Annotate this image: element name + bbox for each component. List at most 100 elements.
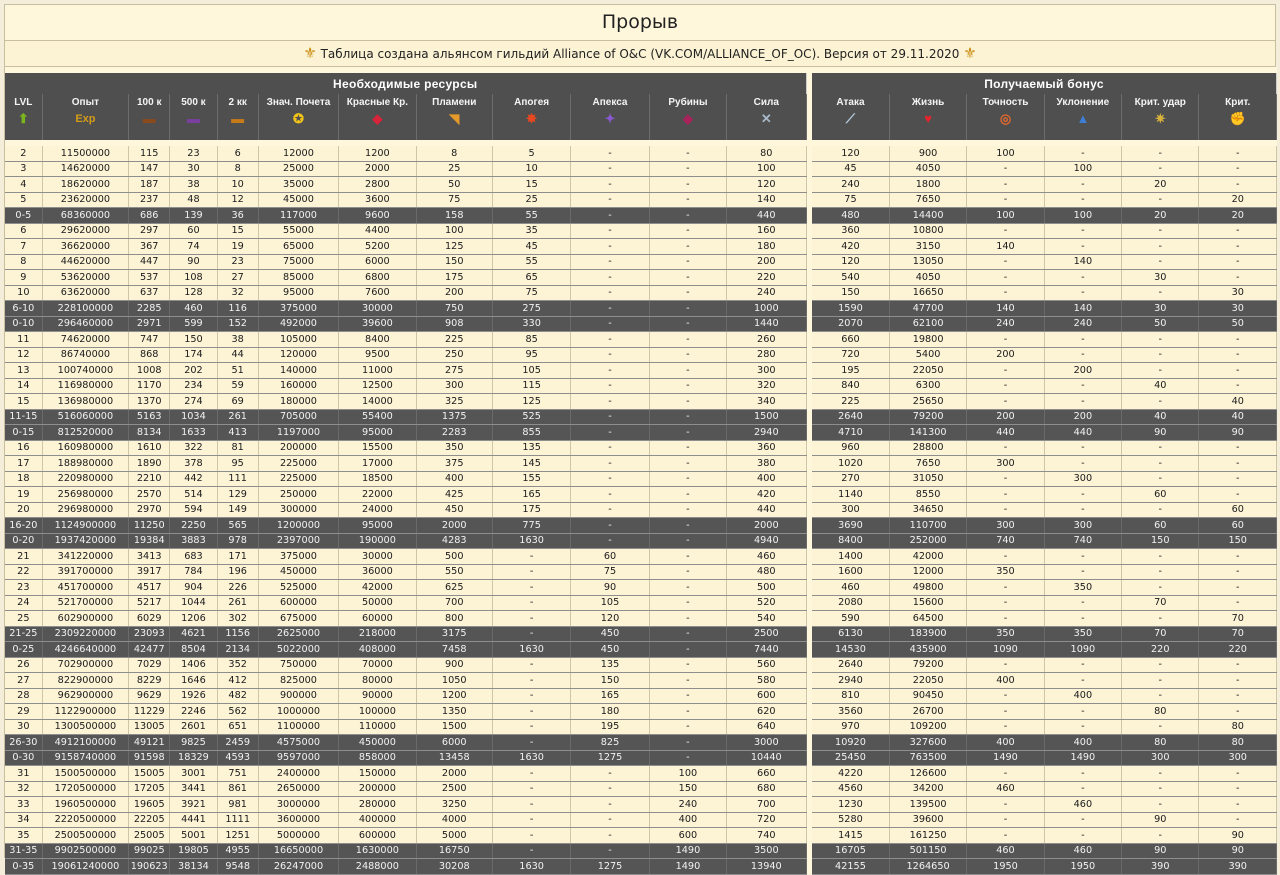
table-cell: - [1121,254,1200,270]
table-cell: 19805 [169,843,218,859]
column-label: 500 к [181,97,206,108]
table-row: 15 136980000 1370 274 69 180000 14000 325 125- -3… [5,393,1277,410]
table-cell: - [570,331,650,348]
table-row: 3 14620000 147 30 8 25000 2000 25 10- -100 45 4050-… [5,161,1277,177]
table-cell: 2397000 [258,533,340,549]
table-cell: 74620000 [42,331,130,348]
table-cell: 140 [1044,300,1123,317]
level-cell: 35 [5,827,43,844]
table-cell: 480 [812,207,890,224]
table-cell: - [649,316,728,332]
table-row: 11 74620000 747 150 38 105000 8400 225 85- -260 66… [5,331,1277,348]
table-cell: 90 [1121,843,1200,859]
summary-row: 0-25 4246640000 42477 8504 2134 5022000 408000… [5,641,1277,658]
table-cell: 590 [812,610,890,627]
table-cell: 190000 [338,533,417,549]
table-cell: 140 [966,300,1045,317]
table-cell: - [1044,703,1123,720]
table-cell: 25450 [812,750,890,766]
table-cell: 1251 [217,827,259,844]
table-cell: - [1044,672,1123,689]
table-cell: 202 [169,362,218,379]
table-cell: 2283 [416,424,493,441]
table-row: 14 116980000 1170 234 59 160000 12500 300 115- -3… [5,378,1277,394]
table-cell: 750000 [258,657,340,673]
table-cell: 36000 [338,564,417,580]
table-cell: 300 [812,502,890,518]
table-cell: - [1198,471,1277,487]
table-cell: - [1121,192,1200,208]
table-cell: 25 [492,192,572,208]
table-cell: - [649,238,728,255]
table-cell: - [649,564,728,580]
table-cell: 70000 [338,657,417,673]
table-cell: 1590 [812,300,890,317]
table-cell: 75 [416,192,493,208]
table-cell: - [1044,812,1123,828]
table-cell: 3000000 [258,796,340,813]
table-cell: 171 [217,548,259,565]
table-cell: 28800 [889,440,968,456]
table-cell: 400 [649,812,728,828]
table-cell: 50000 [338,595,417,611]
level-cell: 19 [5,486,43,503]
table-cell: - [570,393,650,410]
table-cell: 220 [1121,641,1200,658]
table-cell: 1100000 [258,719,340,735]
table-cell: 150 [1121,533,1200,549]
table-cell: - [1198,672,1277,689]
level-cell: 33 [5,796,43,813]
table-cell: 13005 [128,719,171,735]
table-cell: - [570,362,650,379]
table-cell: - [1198,455,1277,472]
level-cell: 0-35 [5,858,43,875]
table-cell: - [1044,285,1123,301]
table-cell: 9600 [338,207,417,224]
table-cell: 352 [217,657,259,673]
table-cell: 350 [966,626,1045,642]
table-row: 13 100740000 1008 202 51 140000 11000 275 105- -3… [5,362,1277,379]
table-cell: 75 [570,564,650,580]
table-cell: 55000 [258,223,340,239]
table-cell: 520 [726,595,807,611]
table-cell: 95 [492,347,572,363]
table-cell: 175 [492,502,572,518]
table-cell: 60 [169,223,218,239]
table-cell: - [649,207,728,224]
table-cell: 747 [128,331,171,348]
table-cell: 85000 [258,269,340,286]
table-row: 22 391700000 3917 784 196 450000 36000 550-75-4… [5,564,1277,580]
table-cell: 160980000 [42,440,130,456]
table-cell: 4283 [416,533,493,549]
table-cell: - [966,688,1045,704]
level-cell: 6-10 [5,300,43,317]
table-cell: - [492,734,572,751]
table-cell: 38 [217,331,259,348]
table-cell: 150 [1198,533,1277,549]
table-cell: 981 [217,796,259,813]
table-cell: - [649,254,728,270]
table-cell: 250000 [258,486,340,503]
table-cell: - [492,564,572,580]
table-cell: 152 [217,316,259,332]
table-cell: 36620000 [42,238,130,255]
table-cell: 3175 [416,626,493,642]
table-cell: - [1121,796,1200,813]
summary-row: 0-20 1937420000 19384 3883 978 2397000 190000 4… [5,533,1277,549]
table-row: 33 1960500000 19605 3921 981 3000000 280000 325… [5,796,1277,813]
table-cell: - [1121,285,1200,301]
table-cell: - [966,378,1045,394]
summary-row: 0-35 19061240000 190623 38134 9548 26247000 24… [5,858,1277,875]
table-cell: 600000 [338,827,417,844]
table-cell: 135 [570,657,650,673]
level-cell: 0-30 [5,750,43,766]
table-cell: 562 [217,703,259,720]
column-label: Красные Кр. [346,97,408,108]
table-row: 26 702900000 7029 1406 352 750000 70000 900-135… [5,657,1277,673]
table-cell: 25 [416,161,493,177]
table-cell: 322 [169,440,218,456]
table-cell: - [649,223,728,239]
table-row: 6 29620000 297 60 15 55000 4400 100 35- -160 360 10… [5,223,1277,239]
table-cell: - [570,207,650,224]
table-cell: - [649,455,728,472]
